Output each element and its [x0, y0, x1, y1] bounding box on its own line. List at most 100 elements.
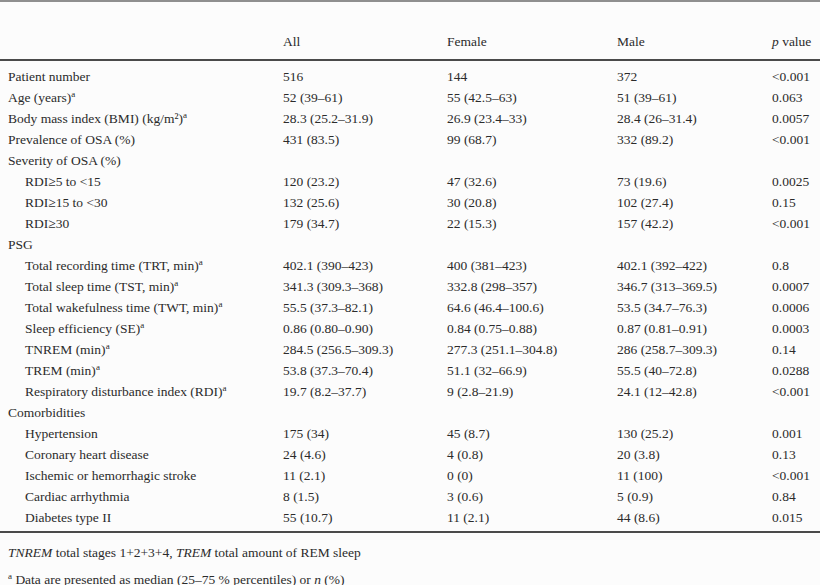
male-value: 102 (27.4)	[609, 192, 764, 213]
table-row: Hypertension175 (34)45 (8.7)130 (25.2)0.…	[0, 423, 820, 444]
female-value	[439, 402, 609, 423]
table-row: RDI≥15 to <30132 (25.6)30 (20.8)102 (27.…	[0, 192, 820, 213]
footnote-text: total amount of REM sleep	[211, 545, 361, 560]
row-label: Sleep efficiency (SE)a	[0, 318, 275, 339]
female-value: 99 (68.7)	[439, 129, 609, 150]
female-value: 144	[439, 60, 609, 87]
female-value: 277.3 (251.1–304.8)	[439, 339, 609, 360]
row-label: Hypertension	[0, 423, 275, 444]
row-label: Coronary heart disease	[0, 444, 275, 465]
row-label: Body mass index (BMI) (kg/m²)a	[0, 108, 275, 129]
table-row: Sleep efficiency (SE)a0.86 (0.80–0.90)0.…	[0, 318, 820, 339]
male-value: 44 (8.6)	[609, 507, 764, 532]
p-value: 0.8	[764, 255, 820, 276]
all-value: 179 (34.7)	[275, 213, 439, 234]
row-label: Total wakefulness time (TWT, min)a	[0, 297, 275, 318]
row-label: Prevalence of OSA (%)	[0, 129, 275, 150]
p-value: 0.0057	[764, 108, 820, 129]
male-value	[609, 150, 764, 171]
footnote-abbreviations: TNREM total stages 1+2+3+4, TREM total a…	[8, 543, 812, 563]
female-value: 30 (20.8)	[439, 192, 609, 213]
table-row: TREM (min)a53.8 (37.3–70.4)51.1 (32–66.9…	[0, 360, 820, 381]
p-value: 0.0003	[764, 318, 820, 339]
row-label-column-header	[0, 2, 275, 60]
male-value: 130 (25.2)	[609, 423, 764, 444]
female-value: 4 (0.8)	[439, 444, 609, 465]
footnote-term: TNREM	[8, 545, 52, 560]
female-value: 0.84 (0.75–0.88)	[439, 318, 609, 339]
female-value: 64.6 (46.4–100.6)	[439, 297, 609, 318]
row-label: RDI≥15 to <30	[0, 192, 275, 213]
footnote-term: n	[314, 572, 321, 585]
table-row: Ischemic or hemorrhagic stroke11 (2.1)0 …	[0, 465, 820, 486]
all-value: 55.5 (37.3–82.1)	[275, 297, 439, 318]
section-row: Severity of OSA (%)	[0, 150, 820, 171]
p-value: 0.14	[764, 339, 820, 360]
footnote-marker: a	[140, 320, 144, 330]
table-row: Body mass index (BMI) (kg/m²)a28.3 (25.2…	[0, 108, 820, 129]
female-value: 22 (15.3)	[439, 213, 609, 234]
footnote-text: Data are presented as median (25–75 % pe…	[12, 572, 314, 585]
footnote-data-presentation: a Data are presented as median (25–75 % …	[8, 570, 812, 585]
row-label: Age (years)a	[0, 87, 275, 108]
column-header-all: All	[275, 2, 439, 60]
all-value: 8 (1.5)	[275, 486, 439, 507]
male-value: 53.5 (34.7–76.3)	[609, 297, 764, 318]
p-value: 0.84	[764, 486, 820, 507]
female-value: 400 (381–423)	[439, 255, 609, 276]
male-value	[609, 234, 764, 255]
footnote-marker: a	[106, 341, 110, 351]
male-value: 372	[609, 60, 764, 87]
table-row: Total recording time (TRT, min)a402.1 (3…	[0, 255, 820, 276]
female-value	[439, 234, 609, 255]
p-value	[764, 150, 820, 171]
table-row: RDI≥5 to <15120 (23.2)47 (32.6)73 (19.6)…	[0, 171, 820, 192]
female-value: 9 (2.8–21.9)	[439, 381, 609, 402]
all-value: 516	[275, 60, 439, 87]
table-row: TNREM (min)a284.5 (256.5–309.3)277.3 (25…	[0, 339, 820, 360]
female-value: 3 (0.6)	[439, 486, 609, 507]
male-value: 28.4 (26–31.4)	[609, 108, 764, 129]
row-label: Comorbidities	[0, 402, 275, 423]
summary-table: All Female Male p value Patient number51…	[0, 2, 820, 533]
p-value	[764, 402, 820, 423]
all-value: 11 (2.1)	[275, 465, 439, 486]
table-row: Prevalence of OSA (%)431 (83.5)99 (68.7)…	[0, 129, 820, 150]
column-header-female: Female	[439, 2, 609, 60]
footnote-marker: a	[199, 257, 203, 267]
header-row: All Female Male p value	[0, 2, 820, 60]
p-value: <0.001	[764, 213, 820, 234]
p-value: <0.001	[764, 465, 820, 486]
row-label: RDI≥5 to <15	[0, 171, 275, 192]
table-body: Patient number516144372<0.001Age (years)…	[0, 60, 820, 532]
male-value: 55.5 (40–72.8)	[609, 360, 764, 381]
row-label: Total sleep time (TST, min)a	[0, 276, 275, 297]
column-header-p-value: p value	[764, 2, 820, 60]
male-value: 346.7 (313–369.5)	[609, 276, 764, 297]
p-value: 0.015	[764, 507, 820, 532]
female-value	[439, 150, 609, 171]
female-value: 45 (8.7)	[439, 423, 609, 444]
footnote-term: TREM	[176, 545, 211, 560]
footnote-marker: a	[96, 362, 100, 372]
male-value: 286 (258.7–309.3)	[609, 339, 764, 360]
all-value: 402.1 (390–423)	[275, 255, 439, 276]
p-value: 0.063	[764, 87, 820, 108]
male-value: 51 (39–61)	[609, 87, 764, 108]
row-label: Cardiac arrhythmia	[0, 486, 275, 507]
all-value: 55 (10.7)	[275, 507, 439, 532]
male-value: 20 (3.8)	[609, 444, 764, 465]
table-row: Total sleep time (TST, min)a341.3 (309.3…	[0, 276, 820, 297]
p-value: 0.0025	[764, 171, 820, 192]
all-value: 19.7 (8.2–37.7)	[275, 381, 439, 402]
male-value: 0.87 (0.81–0.91)	[609, 318, 764, 339]
all-value: 341.3 (309.3–368)	[275, 276, 439, 297]
all-value: 52 (39–61)	[275, 87, 439, 108]
p-value: <0.001	[764, 60, 820, 87]
all-value: 24 (4.6)	[275, 444, 439, 465]
male-value: 157 (42.2)	[609, 213, 764, 234]
row-label: Respiratory disturbance index (RDI)a	[0, 381, 275, 402]
table-row: Patient number516144372<0.001	[0, 60, 820, 87]
table-row: Diabetes type II55 (10.7)11 (2.1)44 (8.6…	[0, 507, 820, 532]
row-label: TREM (min)a	[0, 360, 275, 381]
